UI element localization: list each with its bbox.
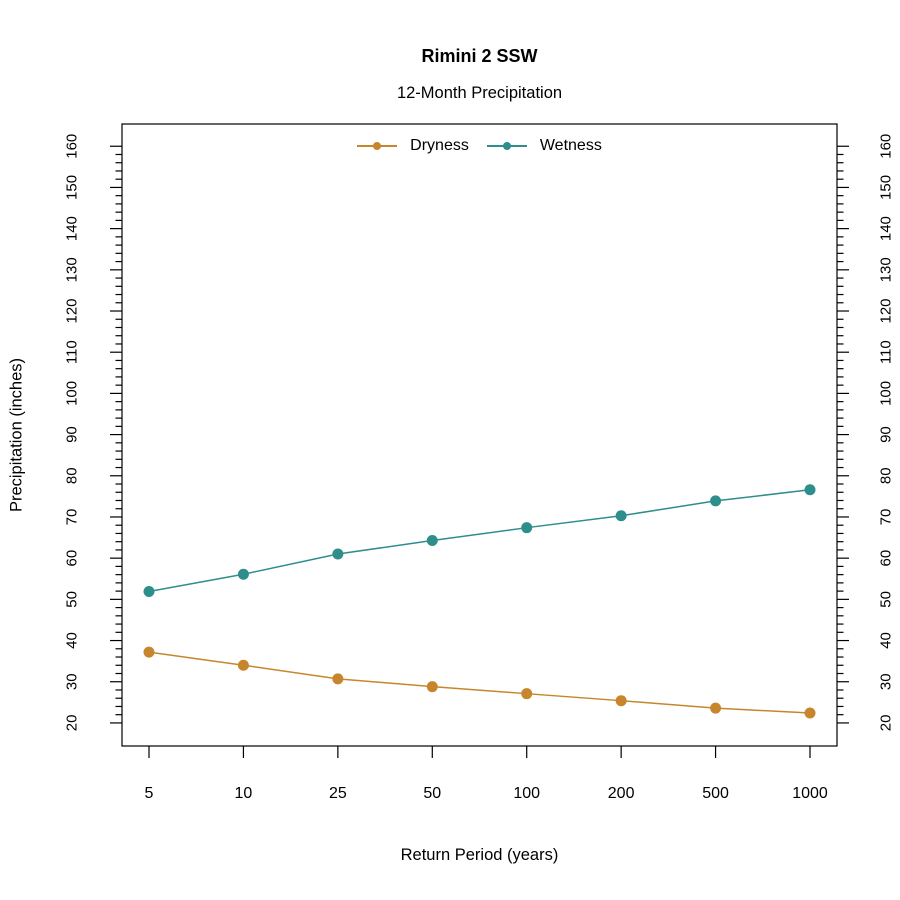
y-axis-left-tick-label: 100 [64,381,81,406]
y-axis-right-tick-label: 20 [878,715,895,732]
y-axis-left-tick-label: 110 [64,340,81,364]
y-axis-left-tick-label: 60 [64,550,81,567]
wetness-point [237,568,249,580]
y-axis-left-tick-label: 70 [64,509,81,526]
dryness-point [143,646,155,658]
y-axis-left-tick-label: 140 [64,216,81,241]
x-axis-title: Return Period (years) [400,846,559,864]
x-axis-tick-label: 25 [329,785,347,802]
y-axis-left-tick-label: 40 [64,632,81,649]
y-axis-right-tick-label: 90 [878,426,895,443]
x-axis-tick-label: 10 [235,785,253,802]
x-axis-tick-label: 5 [145,785,154,802]
y-axis-left-tick-label: 90 [64,426,81,443]
wetness-point [426,534,438,546]
y-axis-right-tick-label: 80 [878,467,895,484]
dryness-point [332,673,344,685]
dryness-point [521,688,533,700]
dryness-point [615,695,627,707]
legend-item-wetness: Wetness [486,137,602,155]
x-axis-tick-label: 200 [608,785,635,802]
y-axis-left-tick-label: 150 [64,175,81,200]
dryness-line [148,651,811,714]
y-axis-right-tick-label: 150 [878,175,895,200]
y-axis-left-tick-label: 130 [64,257,81,282]
y-axis-right-tick-label: 100 [878,381,895,406]
y-axis-right-tick-label: 140 [878,216,895,241]
y-axis-right-tick-label: 160 [878,134,895,159]
y-axis-right-tick-label: 40 [878,632,895,649]
wetness-point [521,522,533,534]
legend-label-wetness: Wetness [539,137,602,154]
dryness-point [426,681,438,693]
x-axis-tick-label: 500 [702,785,729,802]
y-axis-left-tick-label: 80 [64,467,81,484]
wetness-point [615,510,627,522]
wetness-point [332,548,344,560]
y-axis-left-tick-label: 30 [64,673,81,690]
x-axis-tick-label: 50 [423,785,441,802]
dryness-point [804,707,816,719]
y-axis-left-tick-label: 160 [64,134,81,159]
y-axis-right-tick-label: 60 [878,550,895,567]
dryness-point [710,702,722,714]
dryness-line-swatch-icon [357,142,398,150]
wetness-point [710,495,722,507]
y-axis-left-tick-label: 50 [64,591,81,608]
y-axis-right-tick-label: 130 [878,257,895,282]
chart-title: Rimini 2 SSW [421,46,538,66]
x-axis-tick-label: 100 [513,785,540,802]
y-axis-title: Precipitation (inches) [7,357,26,513]
legend: Dryness Wetness [122,135,837,157]
chart-subtitle: 12-Month Precipitation [396,84,563,102]
dryness-point [237,659,249,671]
y-axis-right-tick-label: 70 [878,509,895,526]
y-axis-left-tick-label: 20 [64,715,81,732]
wetness-line-swatch-icon [486,142,527,150]
legend-item-dryness: Dryness [357,137,469,155]
dryness-dot-icon [373,142,382,150]
wetness-dot-icon [502,142,511,150]
legend-label-dryness: Dryness [410,137,469,154]
plot-box [121,123,838,747]
wetness-point [804,484,816,496]
wetness-point [143,586,155,598]
y-axis-left-tick-label: 120 [64,298,81,323]
y-axis-right-tick-label: 120 [878,298,895,323]
y-axis-right-tick-label: 30 [878,673,895,690]
wetness-line [148,489,811,593]
x-axis-tick-label: 1000 [792,785,828,802]
y-axis-right-tick-label: 50 [878,591,895,608]
y-axis-right-tick-label: 110 [878,340,895,364]
